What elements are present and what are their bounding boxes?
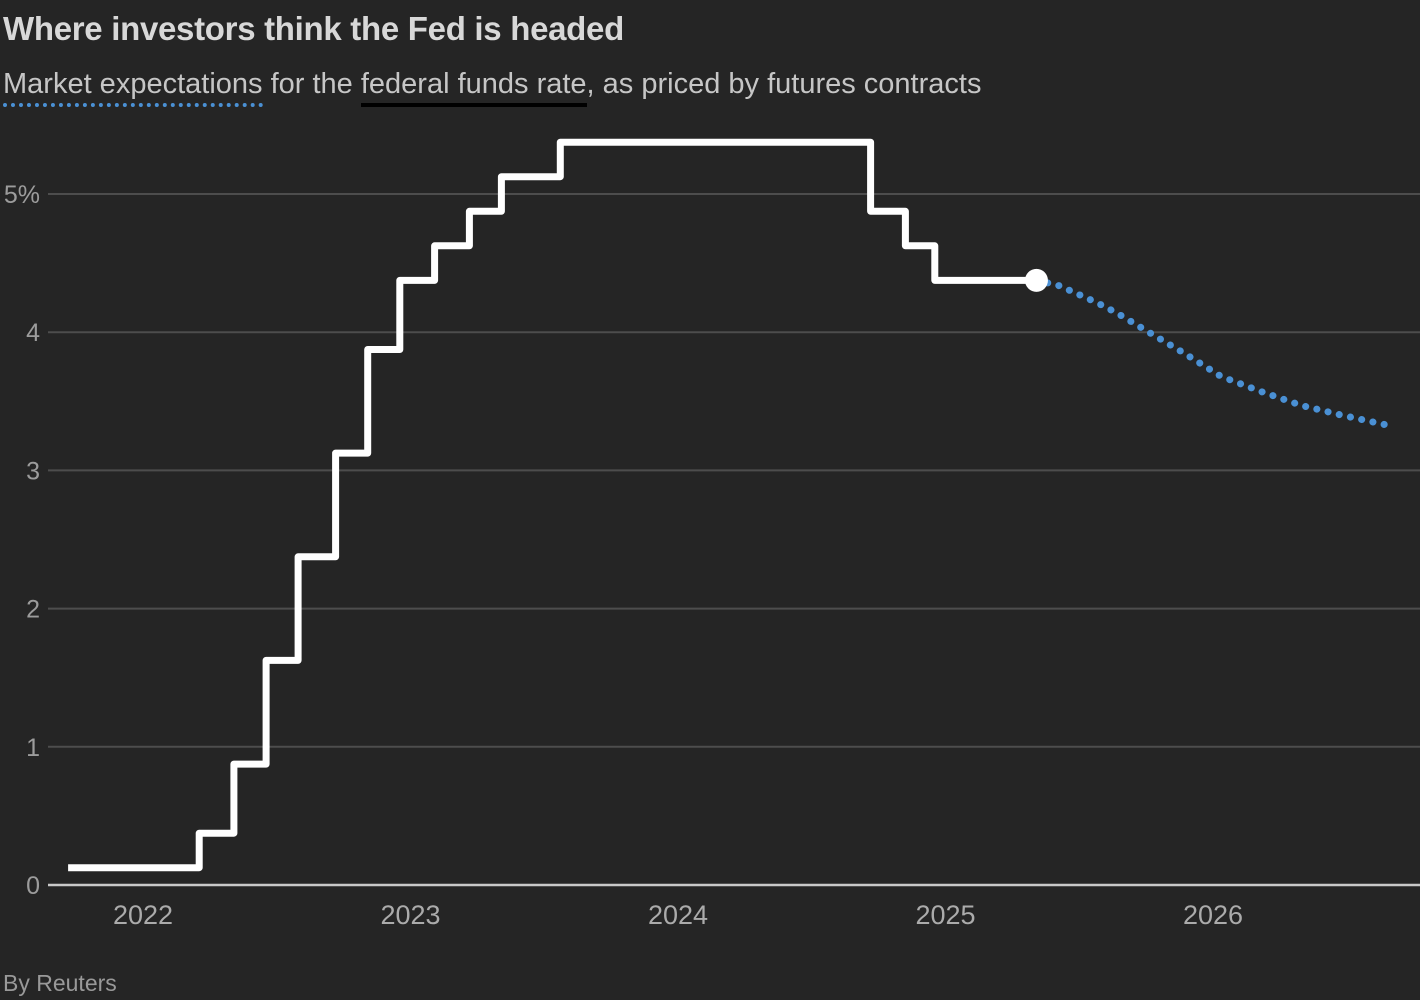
y-axis-tick-label: 4 — [26, 319, 40, 347]
subtitle-trailing-text: , as priced by futures contracts — [586, 68, 982, 100]
chart-title: Where investors think the Fed is headed — [3, 10, 624, 47]
x-axis-tick-label: 2025 — [915, 900, 975, 930]
x-axis-tick-label: 2023 — [380, 900, 440, 930]
y-axis-tick-label: 2 — [26, 596, 40, 624]
y-axis-tick-label: 1 — [26, 734, 40, 762]
subtitle-connector-text: for the — [262, 68, 361, 100]
subtitle-market-expectations-dotted-key: Market expectations — [3, 68, 263, 107]
y-axis-tick-label: 3 — [26, 457, 40, 485]
subtitle-federal-funds-rate-solid-key: federal funds rate — [360, 68, 587, 107]
y-axis-tick-label: 5% — [4, 181, 40, 209]
y-axis-tick-label: 0 — [26, 872, 40, 900]
x-axis-tick-label: 2026 — [1183, 900, 1243, 930]
byline: By Reuters — [3, 970, 117, 996]
fed-funds-rate-step-line — [68, 138, 1037, 872]
x-axis-tick-label: 2024 — [648, 900, 708, 930]
current-rate-marker-dot — [1024, 268, 1048, 292]
x-axis-tick-label: 2022 — [113, 900, 173, 930]
market-expectations-dotted-line — [1032, 276, 1396, 430]
chart-subtitle: Market expectations for the federal fund… — [3, 68, 982, 107]
